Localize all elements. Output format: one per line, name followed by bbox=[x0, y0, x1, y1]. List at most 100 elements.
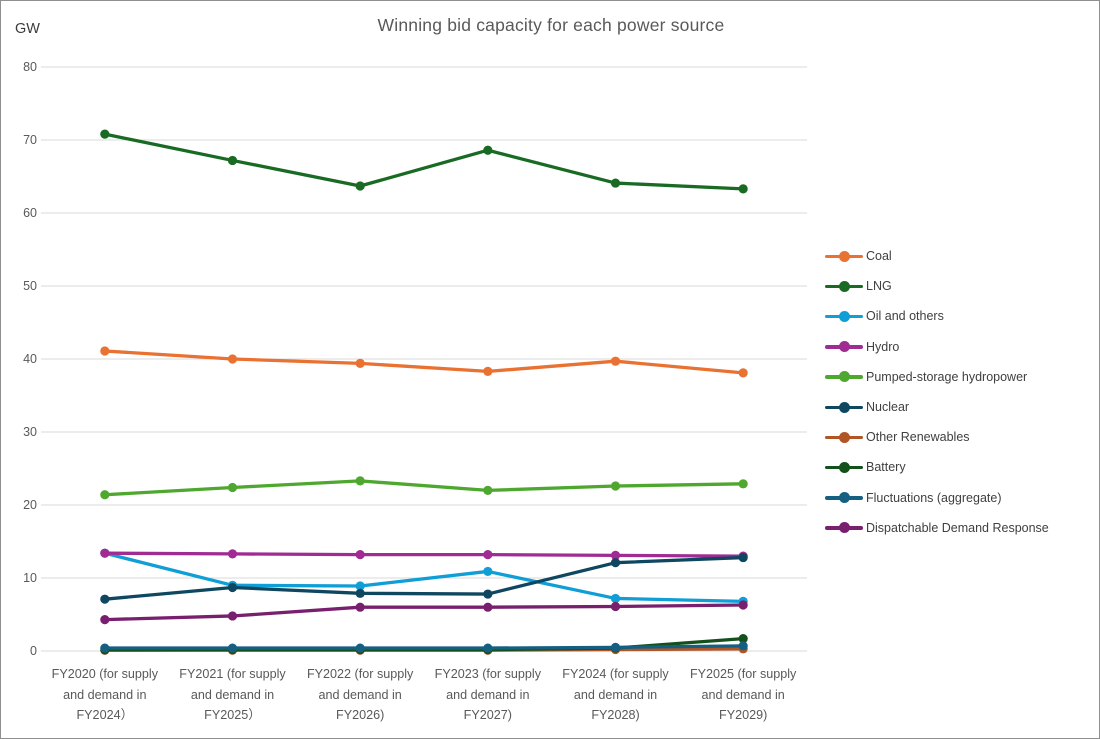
legend-label: Battery bbox=[866, 460, 906, 475]
data-point-hydro-2 bbox=[355, 550, 365, 560]
data-point-nuclear-5 bbox=[738, 552, 748, 563]
legend-item-hydro: Hydro bbox=[825, 332, 1095, 362]
data-point-pumped-storage-hydropower-4 bbox=[610, 481, 621, 491]
legend-label: Other Renewables bbox=[866, 430, 970, 445]
legend-line-marker-icon bbox=[825, 431, 863, 443]
data-point-fluctuations-aggregate-0 bbox=[100, 643, 110, 653]
data-point-coal-3 bbox=[483, 366, 493, 377]
legend-line-marker-icon bbox=[825, 522, 863, 534]
x-category-label-line: FY2020 (for supply bbox=[51, 667, 159, 681]
legend-label: Oil and others bbox=[866, 309, 944, 324]
legend-dot bbox=[839, 492, 850, 504]
series-line-coal bbox=[103, 349, 745, 375]
x-category-label-line: and demand in bbox=[318, 687, 402, 702]
y-axis-unit-label: GW bbox=[15, 21, 40, 37]
y-tick-label-70: 70 bbox=[23, 133, 37, 147]
legend-line-marker-icon bbox=[825, 461, 863, 473]
legend-dot bbox=[839, 401, 850, 413]
legend-line-marker-icon bbox=[825, 492, 863, 504]
y-tick-label-50: 50 bbox=[23, 279, 37, 293]
data-point-coal-0 bbox=[100, 346, 110, 356]
legend-label: Dispatchable Demand Response bbox=[866, 520, 1049, 535]
legend-dot bbox=[839, 250, 850, 262]
x-category-label-4: FY2024 (for supply and demand in FY2028) bbox=[550, 664, 682, 726]
data-point-nuclear-2 bbox=[355, 588, 365, 598]
data-point-hydro-0 bbox=[100, 548, 110, 558]
x-category-label-line: FY2029) bbox=[719, 708, 768, 722]
legend-label: LNG bbox=[866, 279, 892, 294]
data-point-coal-5 bbox=[738, 368, 748, 378]
y-tick-label-60: 60 bbox=[23, 206, 37, 220]
legend-line-marker-icon bbox=[825, 310, 863, 322]
data-point-dispatchable-demand-response-3 bbox=[483, 602, 493, 612]
data-point-nuclear-0 bbox=[100, 594, 110, 604]
x-category-label-line: FY2026) bbox=[336, 708, 385, 722]
legend-item-battery: Battery bbox=[825, 452, 1095, 482]
x-category-label-line: FY2028) bbox=[591, 708, 640, 722]
data-point-pumped-storage-hydropower-2 bbox=[355, 476, 365, 486]
x-category-label-line: and demand in bbox=[573, 687, 658, 702]
legend-dot bbox=[839, 341, 850, 353]
legend-line-marker-icon bbox=[825, 401, 863, 413]
data-point-dispatchable-demand-response-4 bbox=[610, 601, 621, 612]
data-point-coal-2 bbox=[355, 358, 365, 368]
data-point-pumped-storage-hydropower-5 bbox=[738, 479, 748, 489]
x-category-label-1: FY2021 (for supply and demand in FY2025） bbox=[167, 664, 299, 726]
y-tick-label-10: 10 bbox=[23, 571, 37, 585]
legend-item-nuclear: Nuclear bbox=[825, 392, 1095, 422]
series-line-lng bbox=[103, 132, 745, 191]
series-line-oil-and-others bbox=[103, 551, 745, 604]
data-point-coal-1 bbox=[227, 354, 238, 364]
legend-label: Hydro bbox=[866, 339, 900, 354]
legend-label: Nuclear bbox=[866, 400, 910, 415]
data-point-lng-4 bbox=[610, 178, 621, 188]
legend-dot bbox=[839, 522, 850, 534]
legend-label: Fluctuations (aggregate) bbox=[866, 490, 1002, 505]
legend-item-fluctuations-aggregate: Fluctuations (aggregate) bbox=[825, 483, 1095, 513]
legend-line-marker-icon bbox=[825, 371, 863, 383]
data-point-pumped-storage-hydropower-3 bbox=[483, 485, 493, 495]
x-category-label-line: FY2025 (for supply bbox=[689, 667, 797, 681]
y-tick-label-20: 20 bbox=[23, 498, 37, 512]
legend-dot bbox=[839, 280, 850, 292]
legend-dot bbox=[839, 461, 850, 473]
data-point-pumped-storage-hydropower-1 bbox=[227, 482, 238, 493]
legend-item-dispatchable-demand-response: Dispatchable Demand Response bbox=[825, 513, 1095, 543]
data-point-nuclear-3 bbox=[483, 589, 493, 599]
x-category-label-3: FY2023 (for supply and demand in FY2027) bbox=[422, 664, 554, 726]
legend-item-oil-and-others: Oil and others bbox=[825, 301, 1095, 331]
data-point-oil-and-others-2 bbox=[355, 581, 365, 591]
data-point-hydro-4 bbox=[610, 550, 621, 560]
legend-line-marker-icon bbox=[825, 250, 863, 262]
data-point-dispatchable-demand-response-0 bbox=[100, 615, 110, 625]
x-category-label-line: FY2021 (for supply bbox=[179, 667, 286, 681]
x-category-label-line: FY2027) bbox=[463, 708, 512, 722]
data-point-fluctuations-aggregate-4 bbox=[610, 642, 621, 652]
data-point-nuclear-4 bbox=[610, 558, 621, 568]
data-point-oil-and-others-3 bbox=[483, 566, 493, 577]
x-category-label-line: and demand in bbox=[63, 687, 147, 702]
chart-title: Winning bid capacity for each power sour… bbox=[377, 15, 725, 35]
data-point-fluctuations-aggregate-5 bbox=[738, 641, 748, 651]
y-tick-label-80: 80 bbox=[23, 60, 37, 74]
x-category-label-line: FY2024） bbox=[76, 708, 134, 722]
legend-line-marker-icon bbox=[825, 341, 863, 353]
x-category-label-line: and demand in bbox=[701, 687, 785, 702]
data-point-dispatchable-demand-response-2 bbox=[355, 602, 365, 612]
legend-label: Pumped-storage hydropower bbox=[866, 369, 1028, 384]
x-category-label-line: FY2024 (for supply bbox=[562, 667, 669, 681]
legend-line-marker-icon bbox=[825, 280, 863, 292]
legend-item-other-renewables: Other Renewables bbox=[825, 422, 1095, 452]
y-tick-label-0: 0 bbox=[30, 644, 37, 658]
x-category-label-line: FY2025） bbox=[204, 708, 261, 722]
data-point-lng-2 bbox=[355, 181, 365, 191]
data-point-fluctuations-aggregate-1 bbox=[227, 643, 238, 653]
legend-item-coal: Coal bbox=[825, 241, 1095, 271]
x-category-label-0: FY2020 (for supply and demand in FY2024） bbox=[39, 664, 171, 726]
legend-item-lng: LNG bbox=[825, 271, 1095, 301]
data-point-lng-5 bbox=[738, 184, 748, 194]
series-line-hydro bbox=[103, 551, 745, 558]
y-tick-label-40: 40 bbox=[23, 352, 37, 366]
